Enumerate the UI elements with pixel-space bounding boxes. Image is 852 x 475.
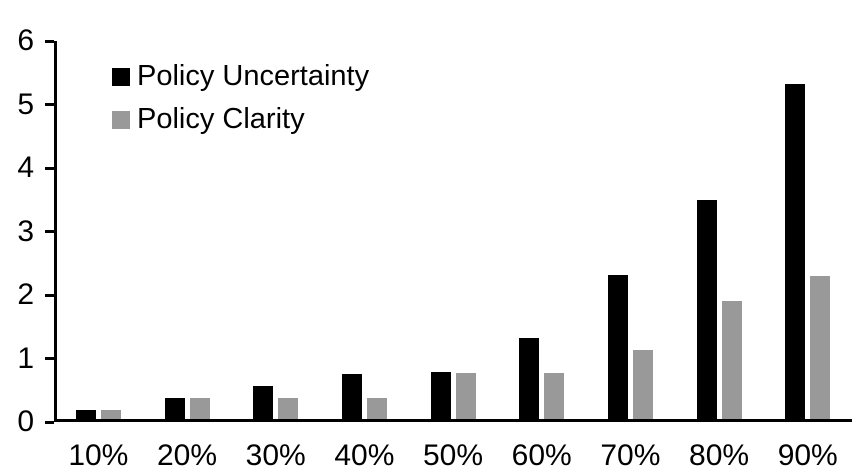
y-axis-tick bbox=[45, 166, 54, 170]
bar-policy-clarity-20% bbox=[189, 397, 210, 422]
bar-policy-uncertainty-70% bbox=[607, 275, 628, 422]
legend-swatch-icon bbox=[112, 110, 130, 129]
bar-policy-uncertainty-50% bbox=[430, 372, 451, 422]
y-axis-line bbox=[54, 41, 57, 422]
bar-group-50% bbox=[409, 41, 498, 422]
y-axis-tick-label: 4 bbox=[17, 151, 34, 184]
bar-groups bbox=[54, 41, 852, 422]
x-axis-tick-label: 70% bbox=[600, 439, 661, 472]
bar-policy-uncertainty-10% bbox=[75, 409, 96, 422]
legend-swatch-icon bbox=[112, 67, 130, 86]
y-axis-tick bbox=[45, 39, 54, 43]
bar-group-20% bbox=[143, 41, 232, 422]
x-axis-tick-label: 60% bbox=[511, 439, 572, 472]
x-axis-tick-label: 80% bbox=[689, 439, 750, 472]
bar-policy-uncertainty-40% bbox=[341, 373, 362, 422]
x-axis-tick-label: 40% bbox=[334, 439, 395, 472]
y-axis-tick-label: 5 bbox=[17, 87, 34, 121]
bar-group-90% bbox=[763, 41, 852, 422]
plot-area: Policy Uncertainty Policy Clarity bbox=[54, 41, 852, 422]
bar-policy-uncertainty-60% bbox=[519, 337, 540, 422]
bar-group-10% bbox=[54, 41, 143, 422]
bar-policy-uncertainty-20% bbox=[164, 397, 185, 422]
y-axis-tick-label: 2 bbox=[17, 278, 34, 311]
bar-policy-uncertainty-90% bbox=[785, 83, 806, 422]
bar-policy-clarity-10% bbox=[100, 409, 121, 422]
legend: Policy Uncertainty Policy Clarity bbox=[112, 55, 369, 141]
bar-policy-uncertainty-30% bbox=[253, 386, 274, 422]
bar-group-60% bbox=[497, 41, 586, 422]
bar-policy-clarity-80% bbox=[721, 301, 742, 422]
legend-label: Policy Uncertainty bbox=[137, 60, 370, 92]
y-axis-tick bbox=[45, 357, 54, 360]
bar-policy-clarity-50% bbox=[455, 373, 476, 422]
y-axis-tick bbox=[45, 420, 54, 424]
bar-policy-clarity-70% bbox=[632, 350, 653, 422]
bar-policy-clarity-40% bbox=[366, 397, 387, 422]
bar-policy-clarity-90% bbox=[810, 275, 831, 422]
bar-group-40% bbox=[320, 41, 409, 422]
x-axis-line bbox=[54, 419, 852, 422]
legend-label: Policy Clarity bbox=[137, 103, 305, 135]
x-axis-tick-label: 20% bbox=[156, 439, 218, 472]
y-axis-tick-label: 0 bbox=[17, 405, 34, 438]
x-axis-tick-label: 10% bbox=[68, 439, 129, 472]
y-axis-tick bbox=[45, 103, 54, 106]
bar-policy-clarity-30% bbox=[278, 397, 299, 422]
bar-policy-clarity-60% bbox=[544, 373, 565, 422]
bar-group-80% bbox=[675, 41, 764, 422]
x-axis-tick-label: 30% bbox=[245, 439, 306, 472]
y-axis-tick bbox=[45, 293, 54, 297]
y-axis-tick-label: 1 bbox=[17, 341, 34, 375]
y-axis-tick-label: 6 bbox=[17, 24, 34, 57]
bar-group-30% bbox=[231, 41, 320, 422]
bar-policy-uncertainty-80% bbox=[696, 199, 717, 422]
y-axis-tick bbox=[45, 230, 54, 233]
x-axis-labels: 10% 20% 30% 40% 50% 60% 70% 80% 90% bbox=[54, 441, 852, 471]
y-axis-tick-label: 3 bbox=[17, 214, 34, 248]
legend-item-policy-uncertainty: Policy Uncertainty bbox=[112, 55, 369, 98]
bar-group-70% bbox=[586, 41, 675, 422]
x-axis-tick-label: 50% bbox=[423, 439, 484, 472]
legend-item-policy-clarity: Policy Clarity bbox=[112, 98, 369, 141]
x-axis-tick-label: 90% bbox=[777, 439, 838, 472]
